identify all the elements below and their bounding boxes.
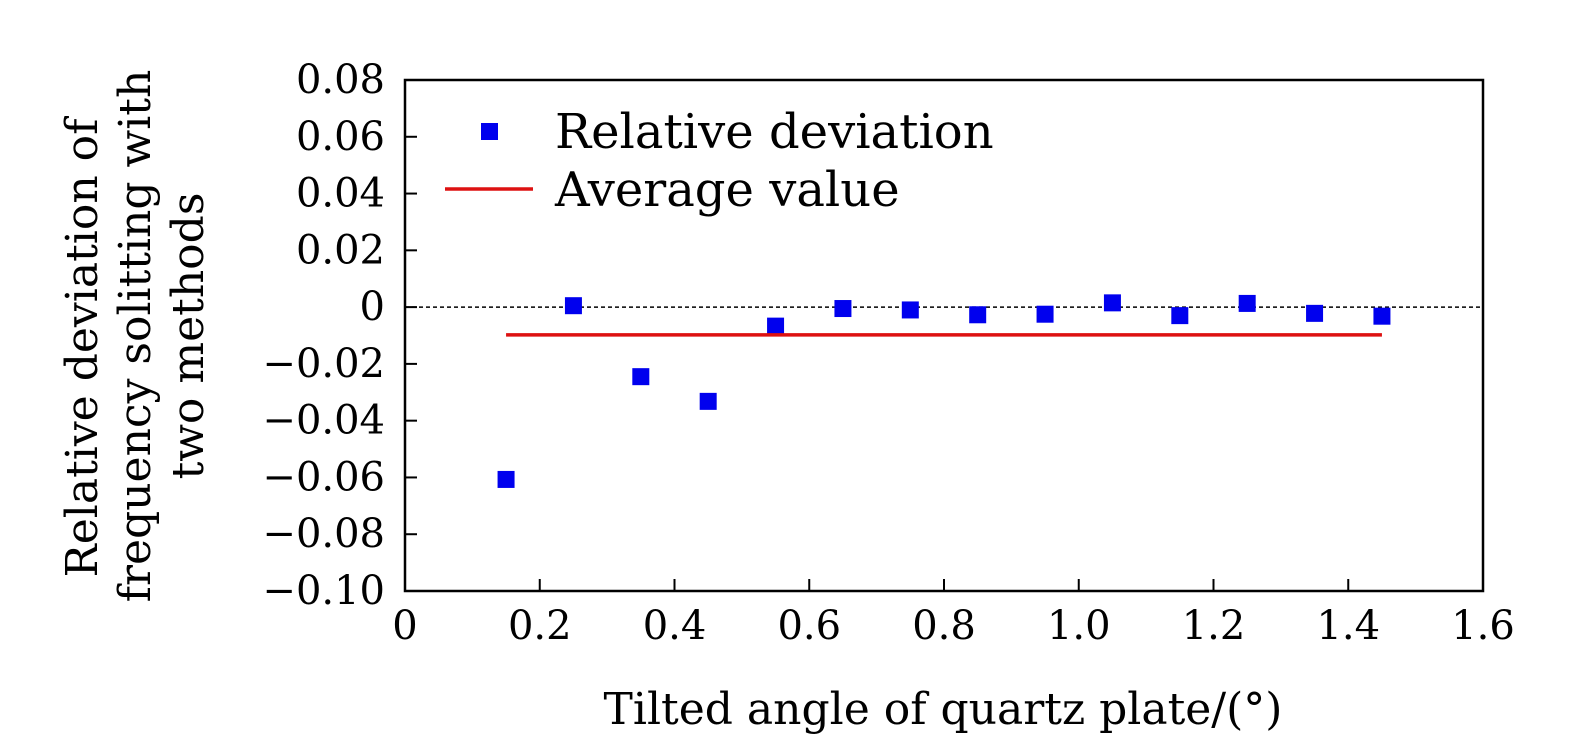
data-point [632, 368, 650, 386]
axis-titles: Tilted angle of quartz plate/(°) Relativ… [57, 70, 1282, 735]
data-point [969, 306, 987, 324]
x-tick-label: 0.6 [777, 603, 841, 649]
data-point [564, 297, 582, 315]
axes-layer: 0 0.2 0.4 0.6 0.8 1.0 1.2 1.4 1.6 0.08 0.06 0.04 0.0… [262, 57, 1514, 649]
y-tick-label: −0.10 [262, 568, 385, 614]
y-axis-title-line-2: frequency solitting with [110, 70, 161, 603]
y-tick-label: 0.02 [296, 227, 385, 273]
y-tick-label: 0.04 [296, 171, 385, 217]
x-axis-title: Tilted angle of quartz plate/(°) [604, 684, 1283, 735]
y-tick-label: 0.06 [296, 114, 385, 160]
data-point [834, 300, 852, 318]
data-point [1171, 307, 1189, 325]
data-point [497, 470, 515, 488]
x-tick-label: 1.0 [1047, 603, 1111, 649]
data-point [699, 392, 717, 410]
legend-marker-relative-deviation [481, 123, 498, 140]
y-tick-label: −0.08 [262, 511, 385, 557]
data-point [1373, 307, 1391, 325]
y-axis-title-line-3: two methods [163, 193, 214, 480]
data-point [767, 317, 785, 335]
data-point [1103, 294, 1121, 312]
y-tick-label: −0.04 [262, 398, 385, 444]
legend-label-average-value: Average value [554, 162, 900, 218]
y-tick-label: −0.02 [262, 341, 385, 387]
y-tick-label: 0.08 [296, 57, 385, 103]
x-tick-label: 0.4 [643, 603, 707, 649]
series-layer [497, 294, 1391, 488]
data-point [1036, 305, 1054, 323]
y-tick-label: 0 [360, 284, 385, 330]
x-tick-label: 0.8 [912, 603, 976, 649]
x-tick-label: 0.2 [508, 603, 572, 649]
x-tick-label: 0 [392, 603, 417, 649]
data-point [1238, 294, 1256, 312]
legend-label-relative-deviation: Relative deviation [555, 104, 994, 160]
x-tick-label: 1.2 [1182, 603, 1246, 649]
y-tick-label: −0.06 [262, 454, 385, 500]
data-point [901, 301, 919, 319]
data-point [1306, 304, 1324, 322]
y-axis-title-line-1: Relative deviation of [57, 116, 108, 578]
x-tick-label: 1.4 [1316, 603, 1380, 649]
x-tick-label: 1.6 [1451, 603, 1515, 649]
